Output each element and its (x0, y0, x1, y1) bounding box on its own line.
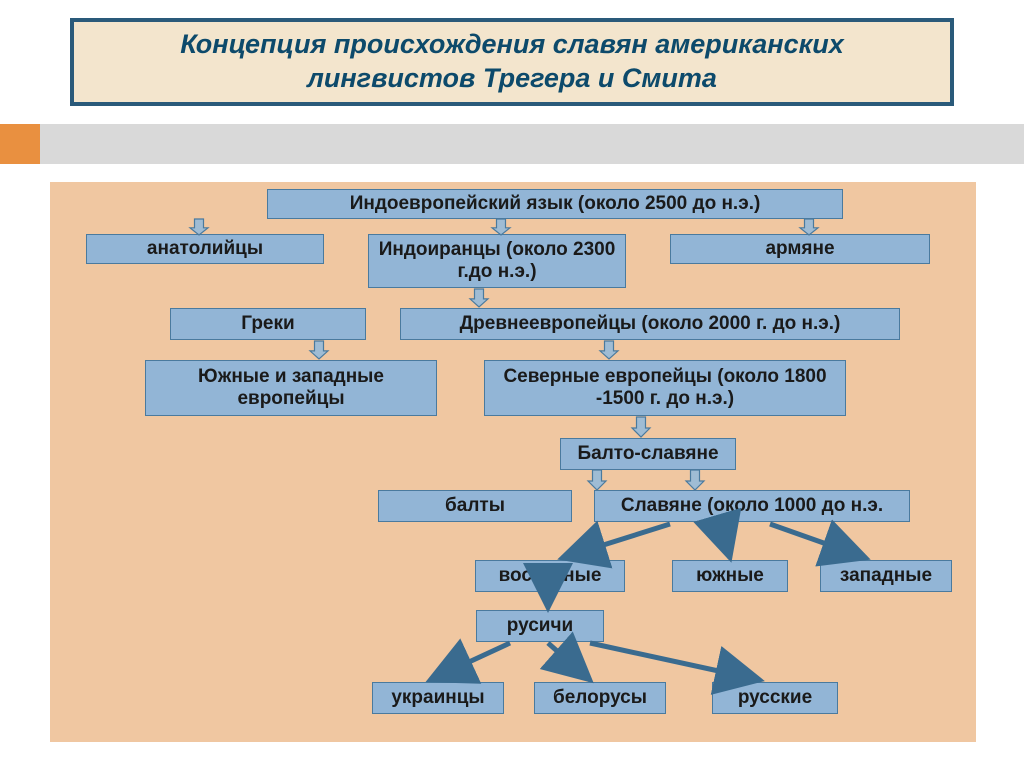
node-ukr: украинцы (372, 682, 504, 714)
node-south: южные (672, 560, 788, 592)
gray-divider-bar (40, 124, 1024, 164)
node-slavs: Славяне (около 1000 до н.э. (594, 490, 910, 522)
orange-accent-bar (0, 124, 40, 164)
node-indoiran: Индоиранцы (около 2300 г.до н.э.) (368, 234, 626, 288)
node-bel: белорусы (534, 682, 666, 714)
title-box: Концепция происхождения славян американс… (70, 18, 954, 106)
node-anatol: анатолийцы (86, 234, 324, 264)
node-ne: Северные европейцы (около 1800 -1500 г. … (484, 360, 846, 416)
node-oldeuro: Древнеевропейцы (около 2000 г. до н.э.) (400, 308, 900, 340)
node-greeks: Греки (170, 308, 366, 340)
title-text: Концепция происхождения славян американс… (94, 28, 930, 96)
node-balts: балты (378, 490, 572, 522)
node-rus: русские (712, 682, 838, 714)
node-rusichi: русичи (476, 610, 604, 642)
node-west: западные (820, 560, 952, 592)
node-armen: армяне (670, 234, 930, 264)
node-root: Индоевропейский язык (около 2500 до н.э.… (267, 189, 843, 219)
node-balto: Балто-славяне (560, 438, 736, 470)
node-east: восточные (475, 560, 625, 592)
node-swe: Южные и западные европейцы (145, 360, 437, 416)
